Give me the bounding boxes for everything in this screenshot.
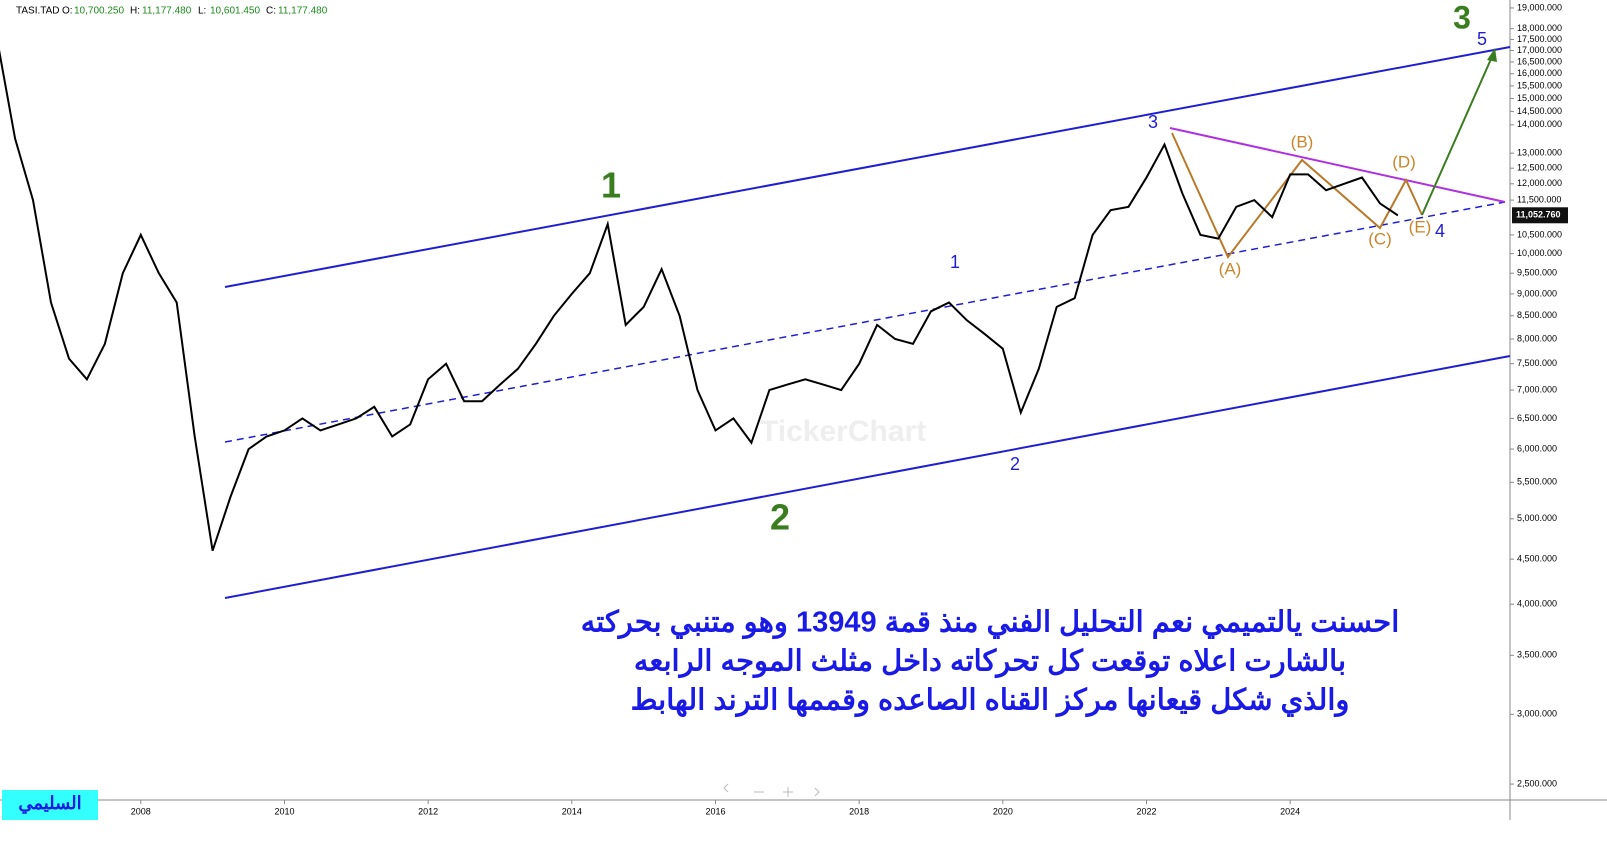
symbol: TASI.TAD [16, 6, 60, 17]
comment-line: والذي شكل قيعانها مركز القناه الصاعده وق… [631, 685, 1350, 718]
y-tick-label: 9,500.000 [1517, 268, 1557, 278]
y-tick-label: 19,000.000 [1517, 2, 1562, 12]
y-tick-label: 12,500.000 [1517, 163, 1562, 173]
upper-channel [224, 46, 1511, 288]
y-tick-label: 17,000.000 [1517, 45, 1562, 55]
field-key: L: [198, 6, 206, 17]
y-tick-label: 7,500.000 [1517, 358, 1557, 368]
projection-arrow [1421, 49, 1496, 216]
x-tick-label: 2008 [131, 806, 151, 816]
y-tick-label: 5,000.000 [1517, 513, 1557, 523]
y-tick-label: 4,000.000 [1517, 599, 1557, 609]
last-price-box [1512, 207, 1568, 224]
wave-label: 2 [770, 497, 790, 538]
y-tick-label: 8,000.000 [1517, 333, 1557, 343]
x-tick-label: 2024 [1280, 806, 1300, 816]
field-value: 11,177.480 [278, 6, 328, 17]
triangle-top [1169, 127, 1506, 203]
watermark: TickerChart [760, 415, 926, 448]
author-box [2, 790, 98, 820]
field-value: 10,601.450 [210, 6, 260, 17]
author: السليمي [18, 793, 81, 814]
x-tick-label: 2016 [705, 806, 725, 816]
x-tick-label: 2022 [1136, 806, 1156, 816]
wave-label: 1 [601, 165, 621, 206]
wave-label: 5 [1477, 29, 1487, 49]
y-tick-label: 15,000.000 [1517, 93, 1562, 103]
y-tick-label: 6,000.000 [1517, 443, 1557, 453]
wave-label: (C) [1368, 229, 1392, 248]
y-tick-label: 16,000.000 [1517, 68, 1562, 78]
y-tick-label: 14,500.000 [1517, 106, 1562, 116]
wave-label: 1 [950, 252, 960, 272]
wave-label: (B) [1291, 132, 1314, 151]
y-tick-label: 13,000.000 [1517, 148, 1562, 158]
x-tick-label: 2012 [418, 806, 438, 816]
last-price-label: 11,052.760 [1516, 210, 1561, 220]
y-tick-label: 16,500.000 [1517, 56, 1562, 66]
y-tick-label: 5,500.000 [1517, 477, 1557, 487]
y-tick-label: 7,000.000 [1517, 384, 1557, 394]
field-key: H: [130, 6, 140, 17]
mid-channel [224, 201, 1506, 443]
y-tick-label: 4,500.000 [1517, 554, 1557, 564]
field-key: C: [266, 6, 276, 17]
y-tick-label: 12,000.000 [1517, 178, 1562, 188]
wave-label: (D) [1392, 152, 1416, 171]
y-tick-label: 3,000.000 [1517, 709, 1557, 719]
field-value: 11,177.480 [142, 6, 192, 17]
wave-label: (A) [1219, 259, 1242, 278]
wave-label: 2 [1010, 454, 1020, 474]
x-tick-label: 2018 [849, 806, 869, 816]
y-tick-label: 10,500.000 [1517, 229, 1562, 239]
comment-line: احسنت يالتميمي نعم التحليل الفني منذ قمة… [581, 607, 1400, 640]
wave-label: 3 [1453, 0, 1471, 35]
wave-label: 3 [1148, 112, 1158, 132]
y-tick-label: 11,500.000 [1517, 194, 1561, 204]
field-key: O: [62, 6, 73, 17]
y-tick-label: 15,500.000 [1517, 80, 1562, 90]
y-tick-label: 18,000.000 [1517, 23, 1562, 33]
y-tick-label: 6,500.000 [1517, 413, 1557, 423]
comment-line: بالشارت اعلاه توقعت كل تحركاته داخل مثلث… [634, 646, 1346, 679]
arrow-head [1487, 48, 1497, 62]
wave-label: (E) [1409, 217, 1432, 236]
x-tick-label: 2014 [562, 806, 582, 816]
y-tick-label: 2,500.000 [1517, 778, 1557, 788]
x-tick-label: 2010 [274, 806, 294, 816]
y-tick-label: 9,000.000 [1517, 288, 1557, 298]
y-tick-label: 8,500.000 [1517, 310, 1557, 320]
y-tick-label: 10,000.000 [1517, 248, 1562, 258]
scroll-controls [723, 783, 820, 797]
x-tick-label: 2020 [993, 806, 1013, 816]
header: TASI.TAD [0, 2, 342, 18]
y-tick-label: 14,000.000 [1517, 119, 1562, 129]
field-value: 10,700.250 [74, 6, 124, 17]
lower-channel [224, 355, 1511, 599]
y-tick-label: 17,500.000 [1517, 34, 1562, 44]
price-line [0, 49, 1399, 552]
y-tick-label: 3,500.000 [1517, 650, 1557, 660]
wave-label: 4 [1435, 221, 1445, 241]
